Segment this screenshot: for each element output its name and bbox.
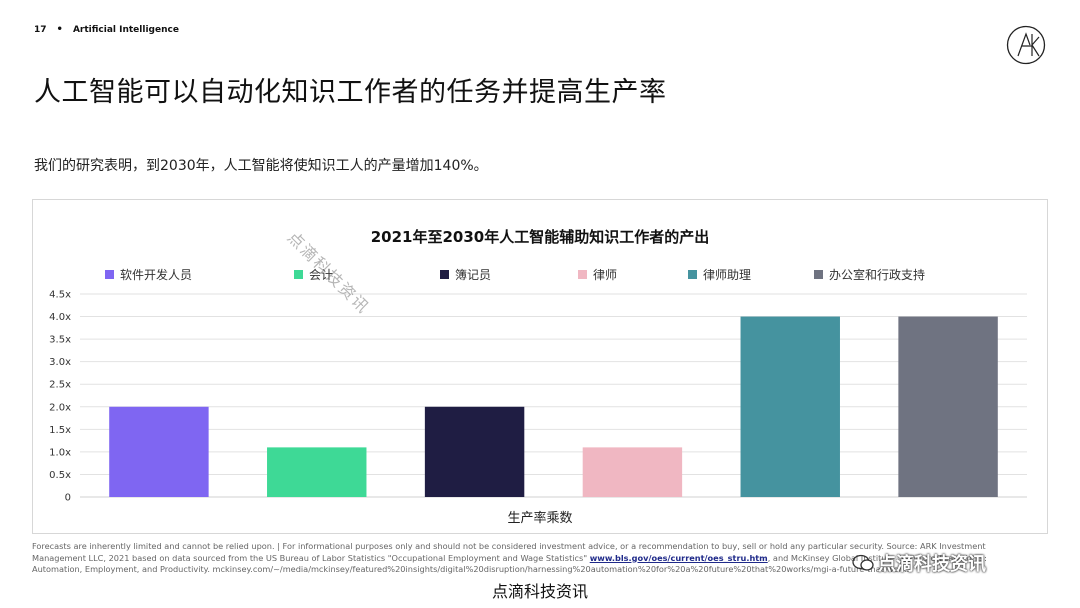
bar-2 [267,447,367,497]
y-tick-label: 0 [65,493,71,504]
header-bar: 17 • Artificial Intelligence [34,24,179,35]
source-footnote: Forecasts are inherently limited and can… [32,541,1032,576]
legend-swatch [578,270,587,279]
legend-swatch [688,270,697,279]
page-title: 人工智能可以自动化知识工作者的任务并提高生产率 [34,77,667,108]
legend-label: 簿记员 [455,268,492,282]
chart-title: 2021年至2030年人工智能辅助知识工作者的产出 [370,228,710,246]
legend-label: 会计 [309,268,334,282]
legend-swatch [294,270,303,279]
y-tick-label: 1.0x [49,447,71,458]
chart-legend: 软件开发人员 会计 簿记员 律师 律师助理 办公室和行政支持 [105,266,1027,282]
corner-watermark: 点滴科技资讯 [852,550,986,576]
legend-label: 律师助理 [703,268,752,282]
bls-link[interactable]: www.bls.gov/oes/current/oes_stru.htm [589,552,768,563]
legend-item: 律师 [578,266,617,283]
bar-1 [109,406,209,497]
y-tick-label: 3.0x [49,357,71,368]
section-name: Artificial Intelligence [72,24,179,35]
page-number: 17 [34,24,47,35]
legend-swatch [440,270,449,279]
legend-label: 办公室和行政支持 [829,268,926,282]
legend-label: 软件开发人员 [120,268,193,282]
bar-5 [740,316,840,497]
bar-6 [898,316,998,497]
bar-4 [582,447,683,497]
page-subtitle: 我们的研究表明，到2030年，人工智能将使知识工人的产量增加140%。 [34,158,488,174]
bottom-watermark: 点滴科技资讯 [491,582,588,601]
corner-watermark-text: 点滴科技资讯 [878,554,986,575]
y-tick-label: 2.0x [49,402,71,413]
legend-swatch [814,270,823,279]
ark-logo-icon [1006,25,1046,65]
footnote-text: Forecasts are inherently limited and can… [32,541,986,563]
legend-swatch [105,270,114,279]
y-tick-label: 2.5x [49,380,71,391]
legend-item: 簿记员 [440,266,491,283]
x-axis-label: 生产率乘数 [507,511,573,526]
bar-3 [424,406,525,497]
footnote-text-continued: , and McKinsey Global Institute "A Futur… [32,552,987,575]
legend-item: 办公室和行政支持 [814,266,925,283]
legend-item: 会计 [294,266,333,283]
legend-item: 律师助理 [688,266,751,283]
legend-label: 律师 [593,268,618,282]
legend-item: 软件开发人员 [105,266,192,283]
y-tick-label: 4.5x [49,290,71,301]
header-separator: • [56,24,63,35]
chart-container: 2021年至2030年人工智能辅助知识工作者的产出 软件开发人员 会计 簿记员 律师 律… [32,199,1048,534]
y-tick-label: 3.5x [49,335,71,346]
wechat-icon [852,554,874,571]
y-tick-label: 4.0x [49,312,71,323]
y-tick-label: 0.5x [49,470,71,481]
y-tick-label: 1.5x [49,425,71,436]
bar-chart-plot: 0 0.5x 1.0x 1.5x 2.0x 2.5x 3.0x 3.5x 4.0x 4.5x [49,290,1027,504]
